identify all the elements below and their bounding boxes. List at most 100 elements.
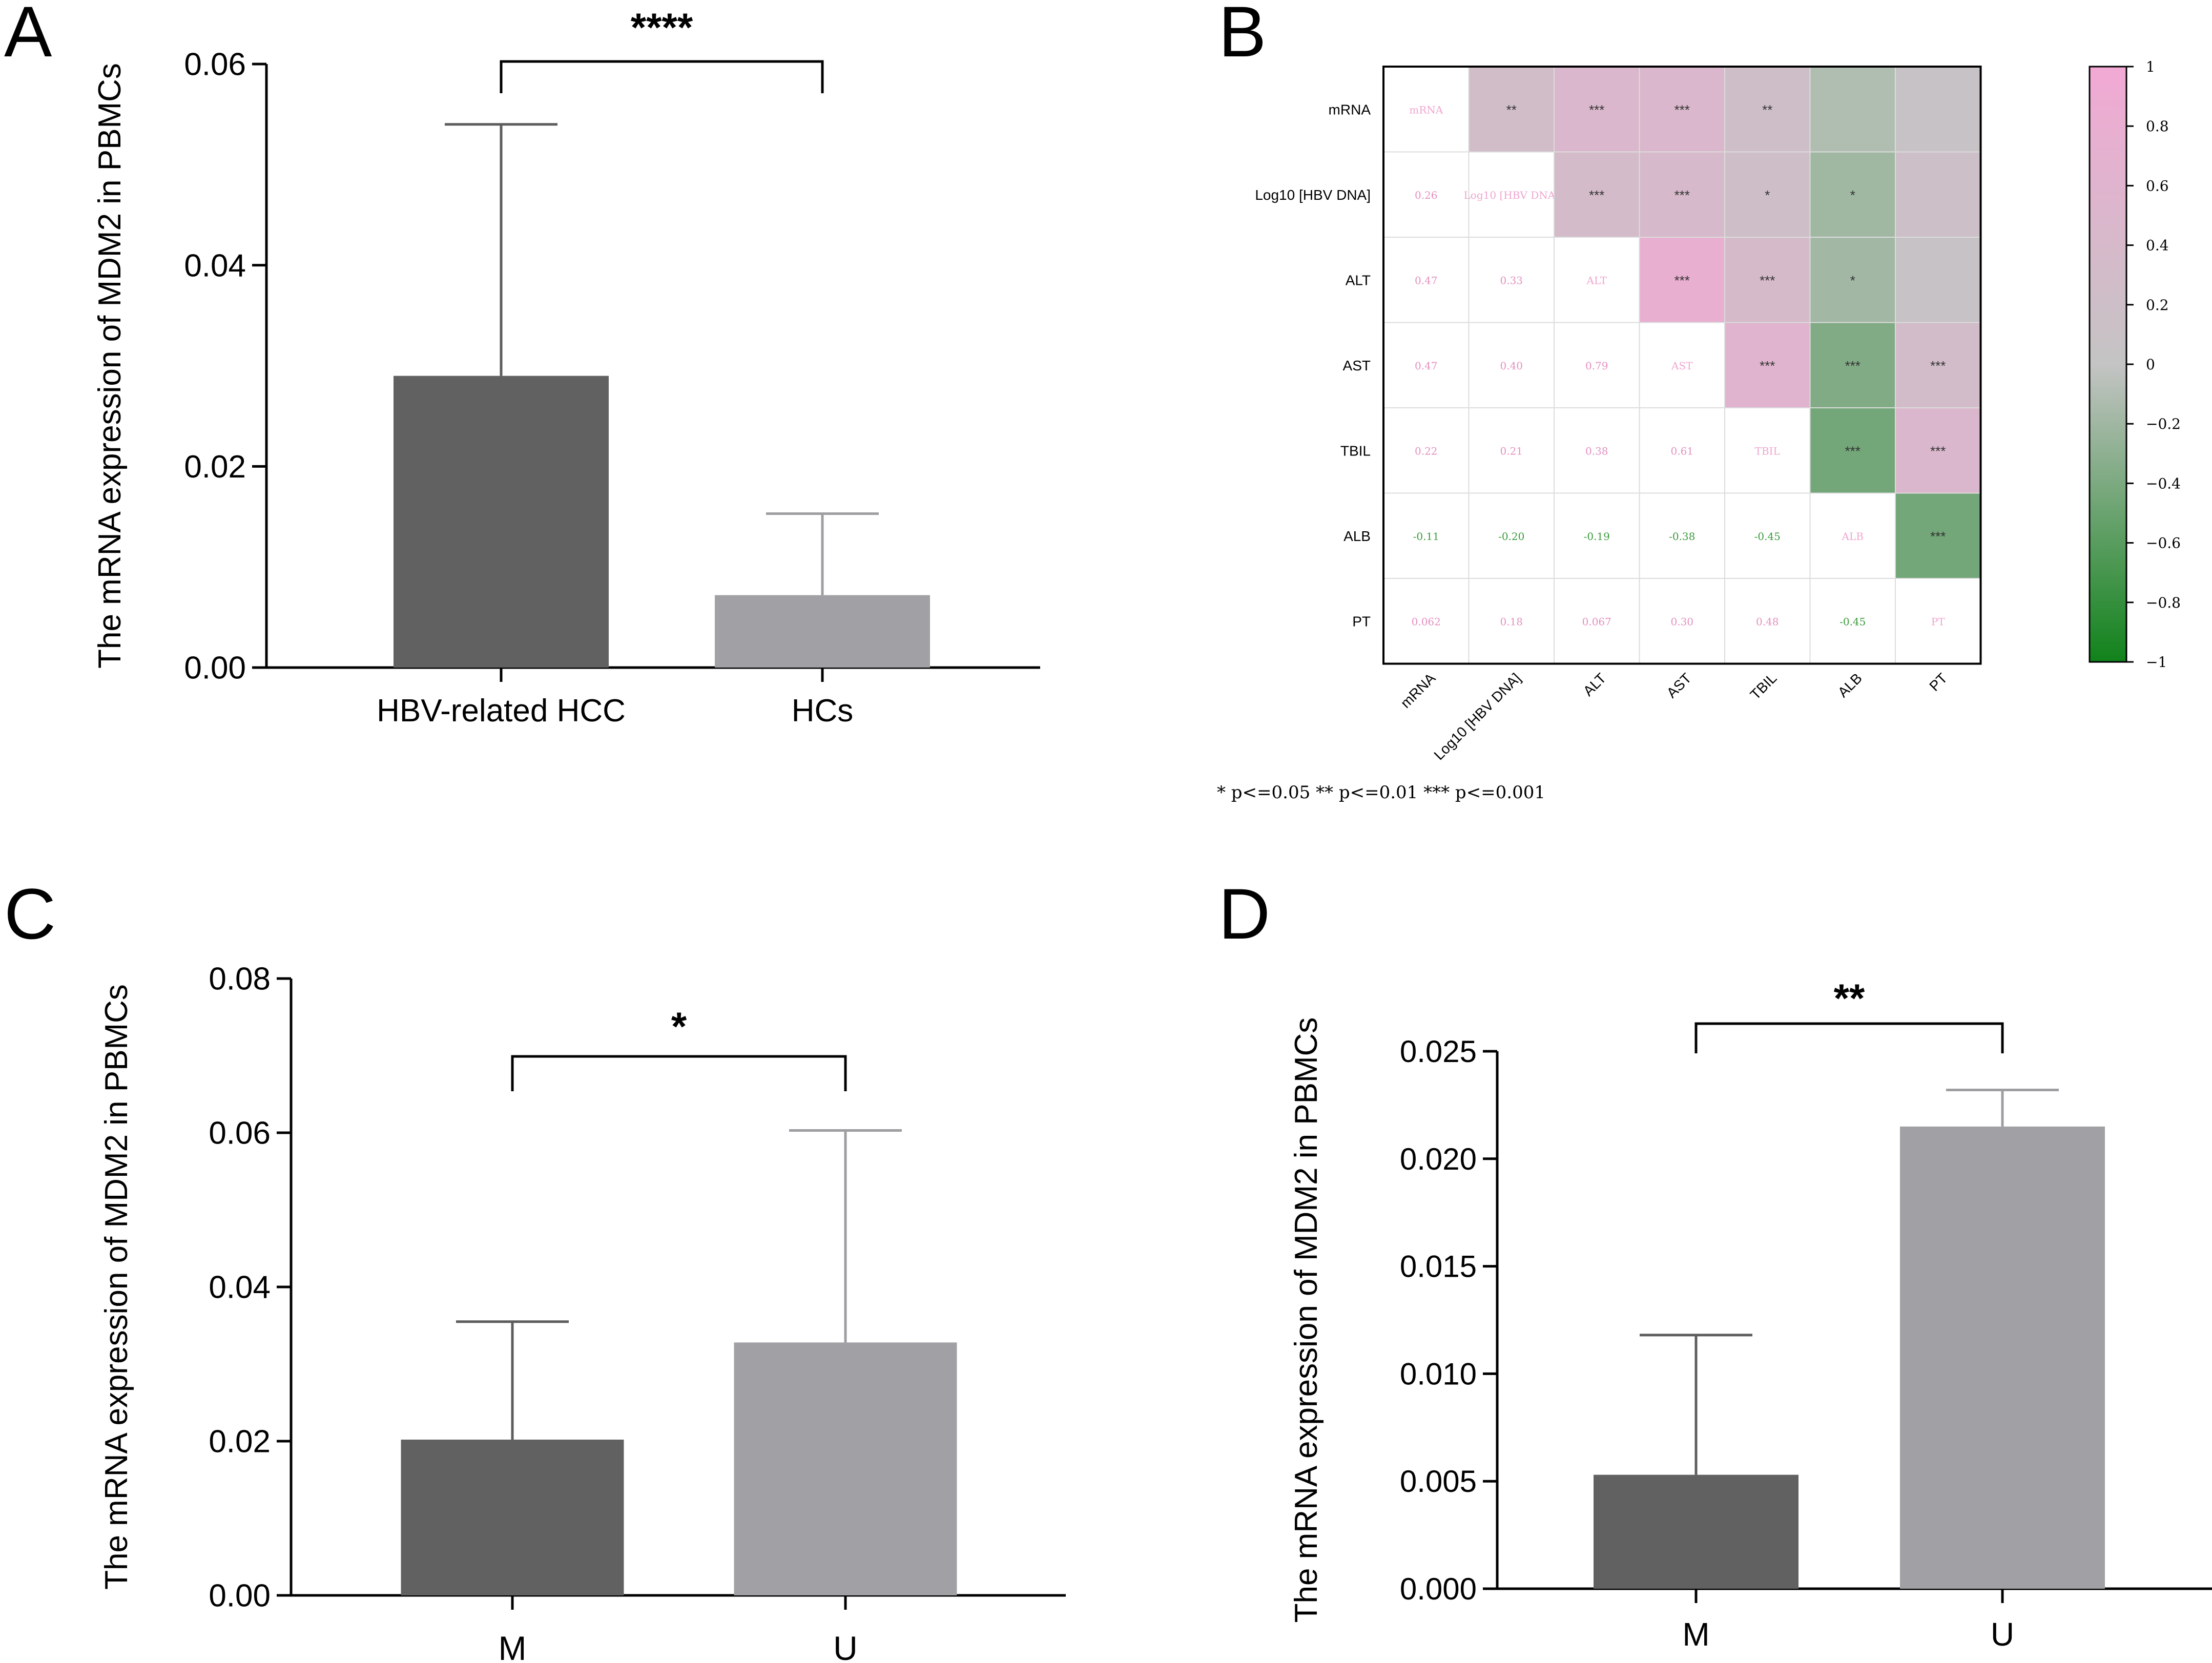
heatmap-cell: [1809, 492, 1896, 579]
significance-stars: *: [1765, 188, 1770, 203]
diagonal-label: AST: [1671, 360, 1693, 372]
correlation-value: -0.19: [1584, 530, 1610, 543]
colorbar-tick-label: 0: [2146, 356, 2155, 373]
y-tick-label: 0.000: [1400, 1572, 1477, 1606]
correlation-value: 0.79: [1585, 360, 1608, 372]
panel-a-bar-chart: 0.00 0.02 0.04 0.06 The mRNA expression of M…: [92, 5, 1040, 729]
correlation-value: -0.11: [1413, 530, 1439, 543]
significance-bracket: [1694, 1022, 2004, 1053]
correlation-value: 0.40: [1500, 360, 1523, 372]
x-category-label: U: [833, 1629, 858, 1663]
significance-stars: ***: [1760, 358, 1775, 373]
panel-letter-d: D: [1218, 874, 1270, 954]
colorbar-tick-label: −0.4: [2146, 475, 2181, 492]
significance-stars: **: [1834, 975, 1865, 1021]
colorbar-tick-label: −0.2: [2146, 415, 2181, 432]
significance-stars: **: [1762, 102, 1772, 117]
x-category-label: HBV-related HCC: [377, 693, 626, 729]
heatmap-cell: [1895, 237, 1981, 323]
correlation-value: 0.22: [1415, 445, 1438, 457]
bar-u: [1900, 1126, 2105, 1589]
heatmap-cell: [1895, 492, 1981, 579]
correlation-value: 0.26: [1415, 189, 1438, 201]
y-axis-title: The mRNA expression of MDM2 in PBMCs: [1289, 1017, 1324, 1623]
significance-stars: *: [671, 1004, 687, 1049]
y-tick-label: 0.04: [209, 1270, 271, 1305]
heatmap-cell: [1383, 66, 1470, 153]
column-label: PT: [1926, 670, 1950, 694]
x-category-label: M: [1682, 1616, 1709, 1653]
colorbar-tick-label: 0.4: [2146, 237, 2169, 254]
significance-stars: *: [1850, 188, 1855, 203]
diagonal-label: ALT: [1586, 274, 1607, 286]
significance-stars: *: [1850, 273, 1855, 288]
significance-stars: ***: [1845, 443, 1860, 459]
correlation-value: 0.33: [1500, 274, 1523, 286]
row-label: ALB: [1343, 528, 1371, 544]
panel-letter-c: C: [4, 874, 56, 954]
colorbar-tick-label: −0.6: [2146, 535, 2181, 552]
heatmap-cell: [1724, 322, 1811, 408]
correlation-value: 0.47: [1415, 274, 1438, 286]
heatmap-cell: [1554, 407, 1640, 494]
panel-d-bar-chart: 0.000 0.005 0.010 0.015 0.020 0.025 The mRNA e…: [1289, 975, 2212, 1653]
y-tick-label: 0.02: [184, 449, 246, 485]
heatmap-cell: [1468, 151, 1555, 238]
panel-letter-b: B: [1218, 0, 1266, 72]
significance-stars: ***: [1845, 358, 1860, 373]
heatmap-cell: [1895, 151, 1981, 238]
bar-hcs: [715, 595, 930, 668]
y-tick-label: 0.08: [209, 962, 271, 997]
y-tick-label: 0.020: [1400, 1142, 1477, 1176]
significance-stars: ***: [1930, 443, 1946, 459]
row-label: TBIL: [1340, 443, 1371, 459]
y-tick-label: 0.02: [209, 1424, 271, 1460]
column-label: TBIL: [1747, 670, 1780, 703]
colorbar-tick-label: −0.8: [2146, 594, 2181, 611]
y-tick-label: 0.00: [184, 651, 246, 686]
correlation-value: -0.45: [1754, 530, 1781, 543]
heatmap-cell: [1383, 322, 1470, 408]
colorbar-tick-label: 0.2: [2146, 297, 2169, 314]
y-tick-label: 0.04: [184, 248, 246, 283]
heatmap-cell: [1639, 151, 1725, 238]
diagonal-label: Log10 [HBV DNA]: [1464, 189, 1559, 201]
significance-stars: **: [1506, 102, 1517, 117]
correlation-value: 0.61: [1670, 445, 1693, 457]
column-label: ALB: [1835, 670, 1865, 700]
x-category-label: HCs: [792, 693, 854, 729]
heatmap-cell: [1809, 407, 1896, 494]
row-label: mRNA: [1329, 101, 1371, 117]
correlation-value: 0.47: [1415, 360, 1438, 372]
heatmap-cell: [1809, 151, 1896, 238]
row-label: ALT: [1346, 272, 1371, 288]
correlation-value: 0.38: [1585, 445, 1608, 457]
column-label: AST: [1664, 670, 1694, 701]
heatmap-cell: [1554, 237, 1640, 323]
x-category-label: M: [499, 1629, 527, 1663]
significance-stars: ***: [1930, 529, 1946, 544]
significance-stars: ***: [1589, 102, 1604, 117]
significance-stars: ***: [1930, 358, 1946, 373]
y-tick-label: 0.025: [1400, 1034, 1477, 1069]
correlation-value: 0.48: [1756, 615, 1779, 628]
heatmap-cell: [1724, 237, 1811, 323]
significance-bracket: [500, 60, 824, 93]
significance-stars: ***: [1674, 273, 1690, 288]
colorbar-tick-label: 1: [2146, 58, 2155, 75]
heatmap-cell: [1809, 66, 1896, 153]
correlation-value: 0.067: [1582, 615, 1611, 628]
y-axis-title: The mRNA expression of MDM2 in PBMCs: [92, 63, 128, 669]
heatmap-cell: [1383, 237, 1470, 323]
correlation-value: -0.45: [1839, 615, 1866, 628]
diagonal-label: PT: [1931, 615, 1945, 628]
heatmap-cell: [1724, 151, 1811, 238]
heatmap-border: [1382, 66, 1982, 665]
correlation-value: 0.21: [1500, 445, 1523, 457]
y-tick-label: 0.00: [209, 1578, 271, 1614]
heatmap-cell: [1895, 322, 1981, 408]
correlation-value: -0.38: [1669, 530, 1695, 543]
heatmap-cell: [1724, 492, 1811, 579]
bar-m: [401, 1439, 624, 1595]
